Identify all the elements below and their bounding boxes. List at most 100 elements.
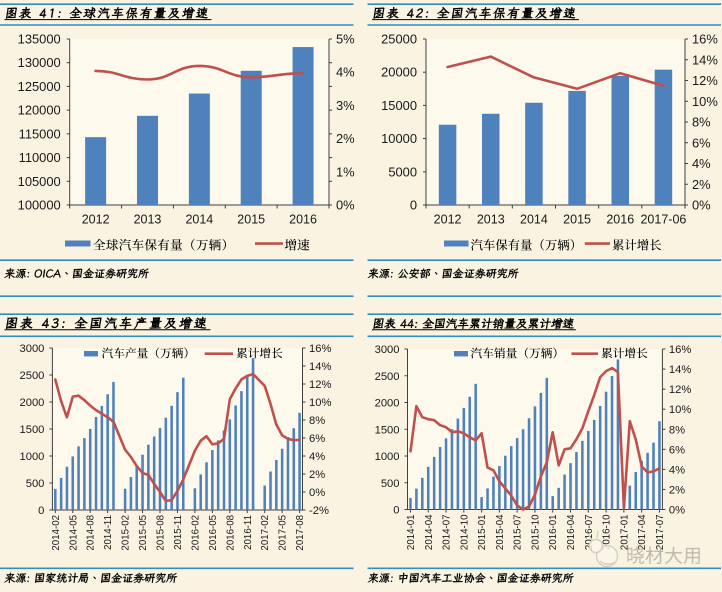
svg-text:2%: 2%	[692, 177, 711, 192]
svg-text:16%: 16%	[692, 32, 718, 47]
svg-text:10%: 10%	[309, 397, 331, 409]
svg-text:2014-01: 2014-01	[406, 515, 417, 551]
svg-text:110000: 110000	[19, 150, 61, 165]
svg-text:16%: 16%	[669, 344, 691, 356]
svg-text:105000: 105000	[18, 174, 61, 189]
svg-text:12%: 12%	[692, 73, 718, 88]
svg-text:14%: 14%	[692, 52, 718, 67]
svg-text:2014-11: 2014-11	[103, 515, 114, 550]
svg-text:0%: 0%	[336, 198, 355, 213]
svg-text:20000: 20000	[381, 65, 417, 80]
svg-text:2016-04: 2016-04	[566, 514, 577, 550]
svg-text:10000: 10000	[381, 131, 417, 146]
svg-text:14%: 14%	[309, 361, 331, 373]
svg-text:8%: 8%	[692, 115, 711, 130]
svg-text:1%: 1%	[336, 164, 355, 179]
svg-text:4%: 4%	[669, 464, 685, 476]
svg-text:2000: 2000	[20, 397, 45, 409]
svg-text:2013: 2013	[477, 213, 505, 227]
svg-text:100000: 100000	[18, 198, 61, 213]
svg-text:2%: 2%	[336, 131, 355, 146]
svg-text:6%: 6%	[692, 135, 711, 150]
svg-text:2017-07: 2017-07	[655, 515, 666, 551]
svg-text:2012: 2012	[82, 213, 110, 227]
svg-text:2014: 2014	[520, 213, 548, 227]
svg-text:2016-01: 2016-01	[548, 515, 559, 551]
svg-text:2015-08: 2015-08	[156, 515, 167, 551]
svg-text:4%: 4%	[692, 156, 711, 171]
svg-text:3000: 3000	[375, 344, 400, 356]
svg-text:4%: 4%	[336, 65, 355, 80]
svg-text:14%: 14%	[669, 364, 691, 376]
svg-text:1500: 1500	[20, 424, 45, 436]
svg-text:6%: 6%	[669, 444, 685, 456]
svg-text:2017-05: 2017-05	[278, 515, 289, 551]
svg-text:25000: 25000	[381, 32, 417, 47]
svg-text:16%: 16%	[309, 343, 331, 355]
svg-text:12%: 12%	[669, 384, 691, 396]
svg-text:2017-06: 2017-06	[640, 213, 686, 227]
svg-text:2016-05: 2016-05	[208, 515, 219, 551]
svg-text:0%: 0%	[309, 487, 325, 499]
svg-text:2016-10: 2016-10	[602, 514, 613, 550]
svg-text:2015-04: 2015-04	[495, 514, 506, 550]
svg-text:5000: 5000	[388, 164, 417, 179]
svg-text:8%: 8%	[669, 424, 685, 436]
svg-text:500: 500	[381, 478, 400, 490]
svg-text:2015-10: 2015-10	[530, 514, 541, 550]
svg-text:2%: 2%	[309, 469, 325, 481]
svg-text:6%: 6%	[309, 433, 325, 445]
svg-text:2016-07: 2016-07	[584, 515, 595, 551]
svg-text:4%: 4%	[309, 451, 325, 463]
svg-text:2012: 2012	[434, 213, 462, 227]
svg-text:130000: 130000	[18, 55, 61, 70]
svg-text:2014-07: 2014-07	[442, 515, 453, 551]
svg-text:2016-08: 2016-08	[225, 515, 236, 551]
svg-text:2017-08: 2017-08	[295, 515, 306, 551]
svg-text:2017-02: 2017-02	[260, 515, 271, 551]
svg-text:3%: 3%	[336, 98, 355, 113]
svg-text:0: 0	[38, 505, 44, 517]
svg-text:2015-11: 2015-11	[173, 515, 184, 550]
svg-text:2014-04: 2014-04	[424, 514, 435, 550]
svg-text:115000: 115000	[19, 126, 61, 141]
svg-text:0: 0	[393, 505, 399, 517]
svg-text:2014-10: 2014-10	[459, 514, 470, 550]
svg-text:2017-01: 2017-01	[619, 515, 630, 551]
svg-text:2014: 2014	[185, 213, 213, 227]
svg-text:2000: 2000	[375, 398, 400, 410]
svg-text:1000: 1000	[20, 451, 45, 463]
svg-text:8%: 8%	[309, 415, 325, 427]
svg-text:2015: 2015	[237, 213, 265, 227]
svg-text:500: 500	[26, 478, 45, 490]
svg-text:2013: 2013	[134, 213, 162, 227]
svg-text:10%: 10%	[692, 94, 718, 109]
svg-text:2017-04: 2017-04	[637, 514, 648, 550]
svg-text:10%: 10%	[669, 404, 691, 416]
svg-text:2015-02: 2015-02	[121, 515, 132, 551]
svg-text:0: 0	[410, 198, 417, 213]
svg-text:2016: 2016	[289, 213, 317, 227]
svg-text:2016-11: 2016-11	[243, 515, 254, 550]
svg-text:2014-05: 2014-05	[68, 515, 79, 551]
svg-text:120000: 120000	[18, 103, 61, 118]
svg-text:-2%: -2%	[309, 505, 329, 517]
svg-text:2016-02: 2016-02	[190, 515, 201, 551]
svg-text:2500: 2500	[20, 370, 45, 382]
svg-text:1000: 1000	[375, 451, 400, 463]
svg-text:2016: 2016	[606, 213, 634, 227]
svg-text:135000: 135000	[18, 32, 61, 47]
svg-text:12%: 12%	[309, 379, 331, 391]
svg-text:2015-07: 2015-07	[513, 515, 524, 551]
svg-text:2%: 2%	[669, 484, 685, 496]
svg-text:2500: 2500	[375, 371, 400, 383]
svg-text:0%: 0%	[669, 505, 685, 517]
svg-text:3000: 3000	[20, 343, 45, 355]
svg-text:5%: 5%	[336, 32, 355, 47]
svg-text:1500: 1500	[375, 424, 400, 436]
svg-text:125000: 125000	[18, 79, 61, 94]
svg-text:2015-05: 2015-05	[138, 515, 149, 551]
svg-text:2015: 2015	[563, 213, 591, 227]
svg-text:2014-08: 2014-08	[86, 515, 97, 551]
svg-text:2015-01: 2015-01	[477, 515, 488, 551]
